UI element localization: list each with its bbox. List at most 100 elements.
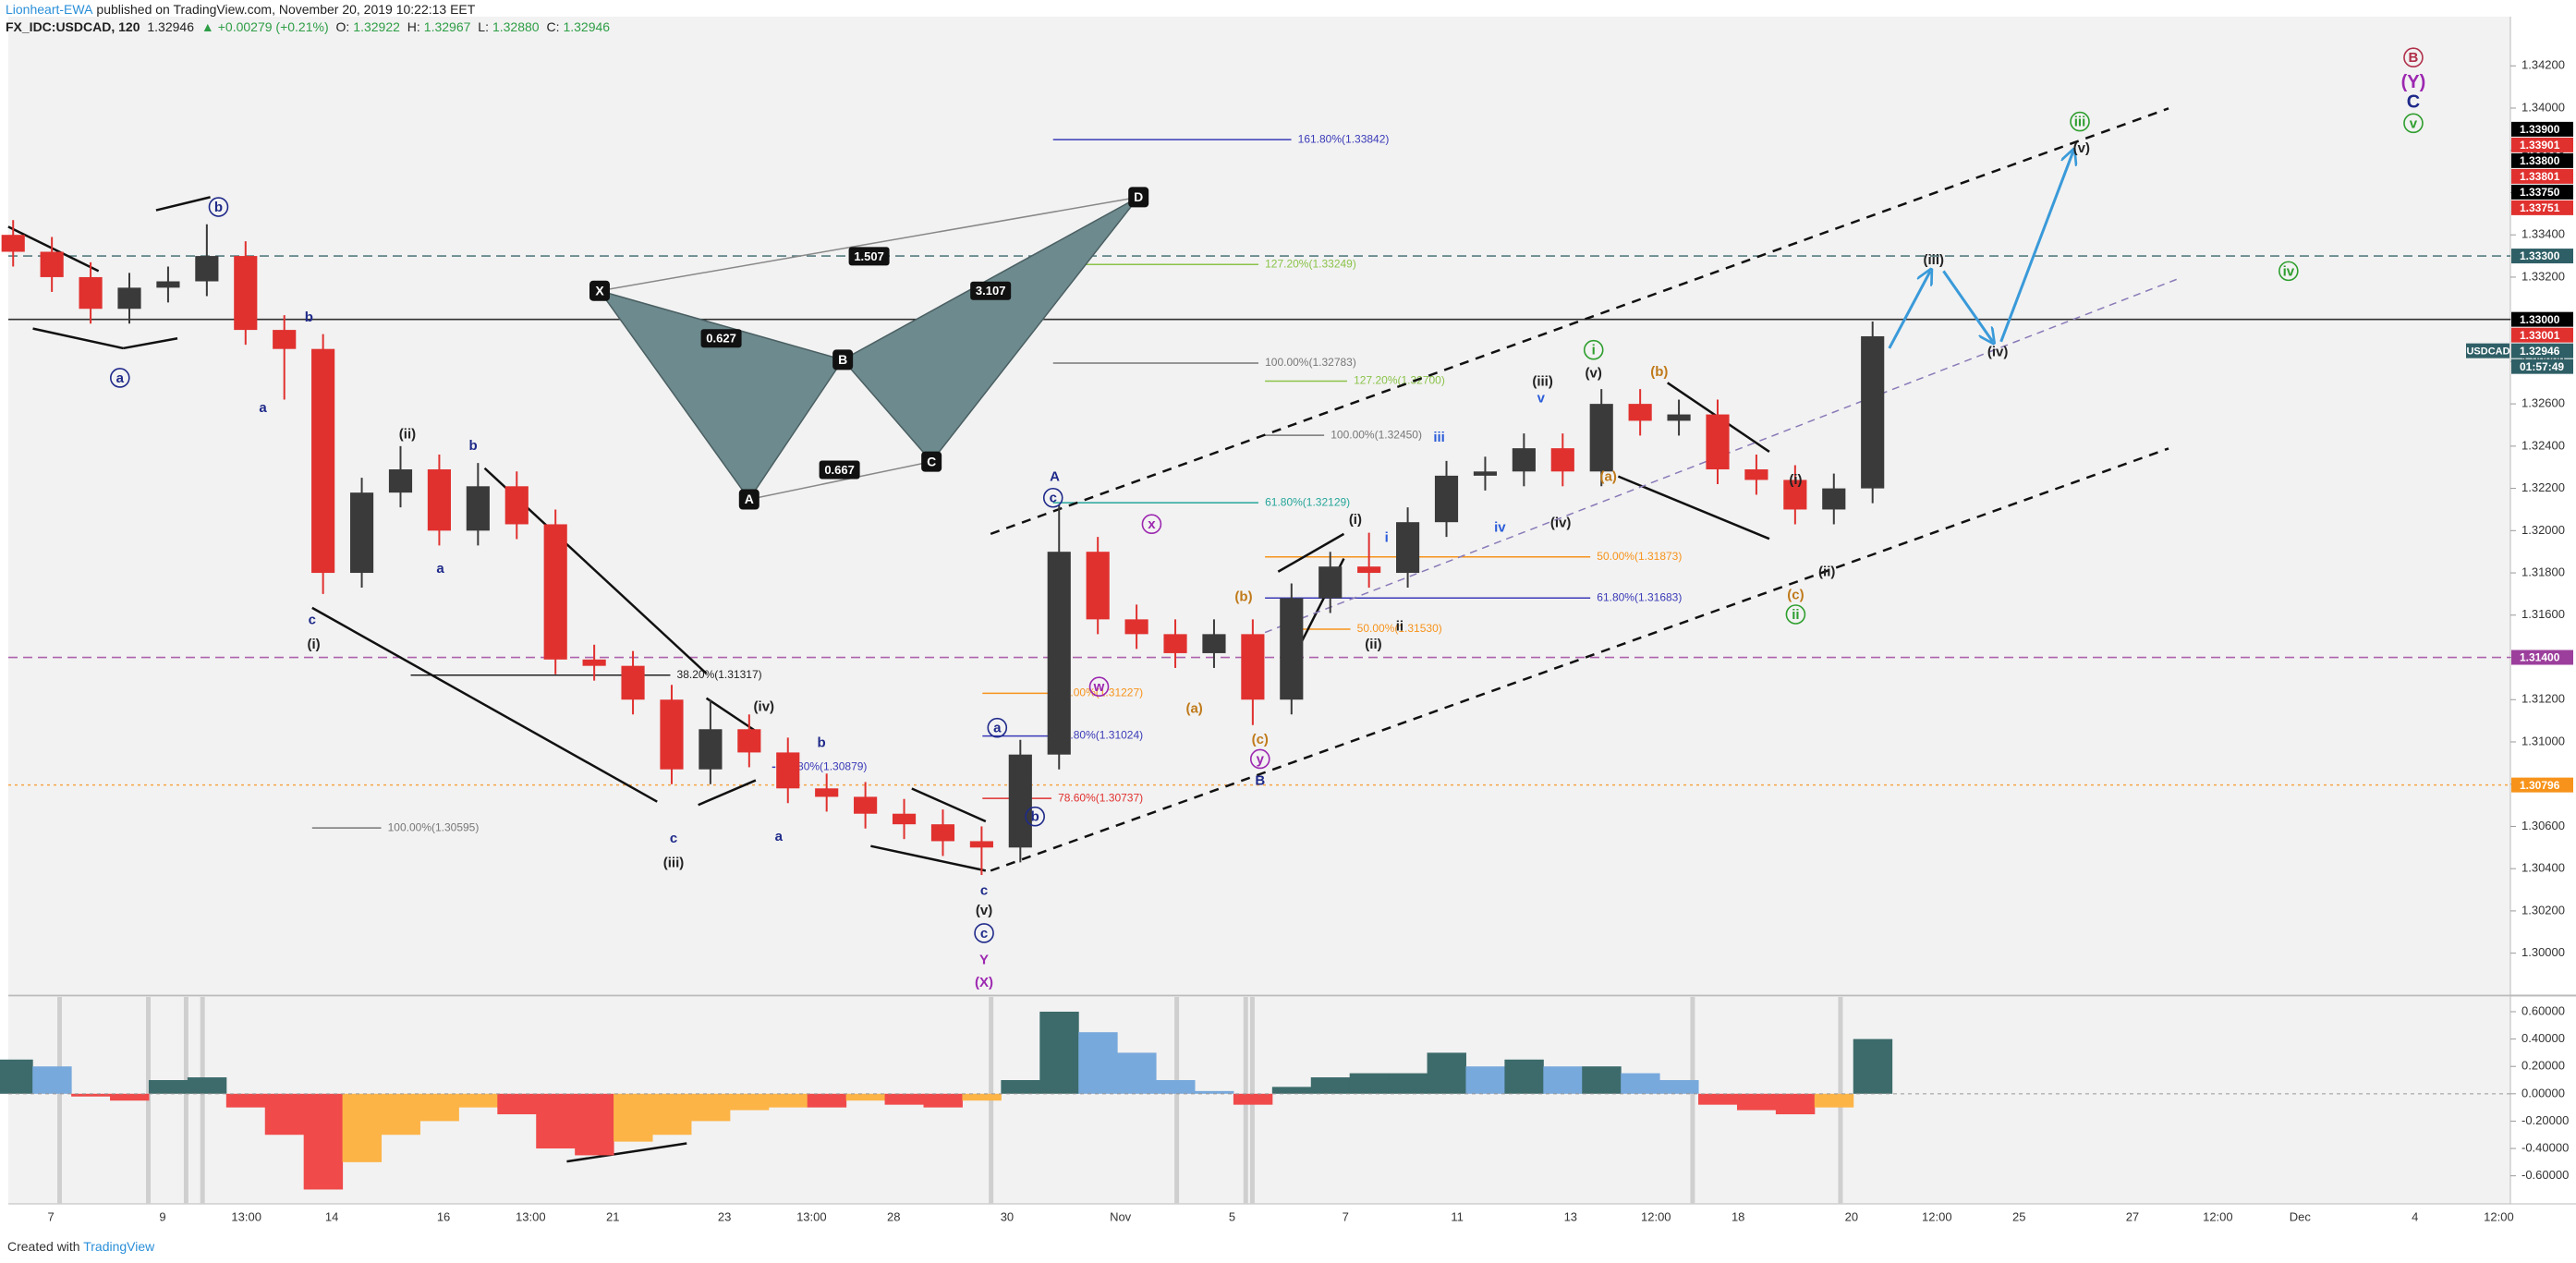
oscillator-bar [614, 1093, 653, 1142]
fib-label: 61.80%(1.31024) [1058, 729, 1143, 742]
harmonic-bcd [841, 196, 1139, 463]
oscillator-bar [652, 1093, 692, 1135]
oscillator-bar [1156, 1080, 1196, 1094]
trend-line [123, 337, 178, 350]
last-price: 1.32946 [147, 19, 194, 34]
countdown: 01:57:49 [2520, 360, 2564, 373]
candle-body [234, 256, 258, 331]
price-tag [2511, 152, 2573, 168]
oscillator-bar [575, 1093, 614, 1156]
y-tick-label: 1.30400 [2521, 861, 2565, 875]
footer-prefix: Created with [7, 1239, 80, 1254]
wave-label: (ii) [1818, 565, 1835, 580]
wave-label: iv [1494, 520, 1506, 536]
ohlc-h-key: H: [407, 19, 420, 34]
harmonic-ratio-box [700, 329, 742, 348]
candle-body [1861, 335, 1885, 489]
wave-label: b [214, 200, 223, 215]
author[interactable]: Lionheart-EWA [6, 2, 93, 17]
candle-body [892, 813, 917, 825]
fib-label: 100.00%(1.32450) [1331, 428, 1422, 441]
ohlc-l-key: L: [478, 19, 489, 34]
price-tag [2511, 311, 2573, 327]
symbol-tag [2466, 343, 2509, 358]
oscillator-bar [768, 1093, 808, 1108]
y-tick-label: 1.32200 [2521, 480, 2565, 494]
candle-body [930, 824, 955, 842]
oscillator-bar [1659, 1080, 1699, 1094]
wave-label: a [775, 829, 784, 844]
symbol-tag-label: USDCAD [2466, 346, 2509, 358]
wave-label: B [1255, 773, 1265, 789]
change: +0.00279 (+0.21%) [217, 19, 329, 34]
x-tick-label: 9 [159, 1209, 165, 1223]
candle-body [1512, 448, 1536, 472]
candle-body [969, 841, 993, 848]
oscillator-bar [845, 1093, 886, 1101]
wave-label: (iii) [663, 855, 685, 870]
wave-label: (iii) [1924, 252, 1945, 268]
price-tag [2511, 121, 2573, 137]
wave-label: A [1050, 469, 1060, 485]
ohlc-o-key: O: [335, 19, 350, 34]
fib-label: 50.00%(1.31227) [1058, 686, 1143, 699]
footer-brand[interactable]: TradingView [83, 1239, 155, 1254]
wave-label: (a) [1600, 469, 1617, 485]
oscillator-bar [1543, 1066, 1583, 1094]
wave-label: (i) [308, 637, 321, 652]
wave-label: ii [1792, 607, 1799, 623]
harmonic-point-box [589, 280, 610, 301]
oscillator-bar [458, 1093, 498, 1108]
ohlc-c: 1.32946 [563, 19, 611, 34]
candle-body [311, 348, 335, 574]
price-tag-label: 1.33800 [2520, 154, 2560, 167]
wave-label: b [1031, 809, 1039, 825]
oscillator-bar [807, 1093, 847, 1108]
fib-label: 61.80%(1.31683) [1597, 590, 1682, 603]
candle-body [660, 699, 684, 770]
x-tick-label: 18 [1732, 1209, 1744, 1223]
harmonic-point: D [1134, 189, 1143, 204]
price-tag [2511, 327, 2573, 343]
harmonic-point-box [738, 489, 759, 510]
candle-body [582, 659, 606, 666]
wave-label: (i) [1349, 512, 1362, 528]
session-gap [183, 997, 188, 1204]
oscillator-bar [1271, 1087, 1312, 1094]
header-line-2: FX_IDC:USDCAD, 120 1.32946 ▲ +0.00279 (+0… [6, 19, 614, 34]
oscillator-bar [1736, 1093, 1777, 1111]
price-tag-label: 1.33001 [2520, 329, 2560, 342]
price-tag-label: 1.33751 [2520, 201, 2560, 214]
harmonic-xab [598, 289, 844, 501]
candle-body [1667, 414, 1691, 421]
oscillator-bar [1427, 1052, 1466, 1094]
oscillator-bar [1814, 1093, 1854, 1108]
wave-circle [109, 368, 130, 388]
y-tick-label: 1.31000 [2521, 734, 2565, 747]
wave-label: iii [1433, 430, 1445, 445]
y-tick-label: 1.33200 [2521, 269, 2565, 283]
wave-circle [1042, 487, 1063, 508]
wave-label: i [1385, 529, 1389, 545]
oscillator-bar [729, 1093, 770, 1111]
price-tag-label: 1.33750 [2520, 186, 2560, 199]
fib-label: 50.00%(1.31530) [1357, 622, 1442, 635]
price-tag-label: 1.33901 [2520, 139, 2560, 152]
trend-line [870, 844, 987, 872]
oscillator-bar [497, 1093, 537, 1115]
harmonic-ratio-box [970, 281, 1012, 300]
candle-body [349, 492, 374, 574]
oscillator-bar [884, 1093, 925, 1105]
ohlc-h: 1.32967 [423, 19, 471, 34]
oscillator-bar [148, 1080, 188, 1094]
harmonic-ratio: 0.667 [824, 463, 855, 477]
wave-label: c [309, 612, 316, 627]
candle-body [1396, 522, 1420, 574]
wave-circle [2278, 261, 2299, 282]
candle-body [273, 330, 297, 349]
trend-line [1617, 475, 1770, 540]
candle-body [79, 276, 103, 310]
candle-body [1822, 488, 1846, 510]
price-tag [2511, 137, 2573, 152]
